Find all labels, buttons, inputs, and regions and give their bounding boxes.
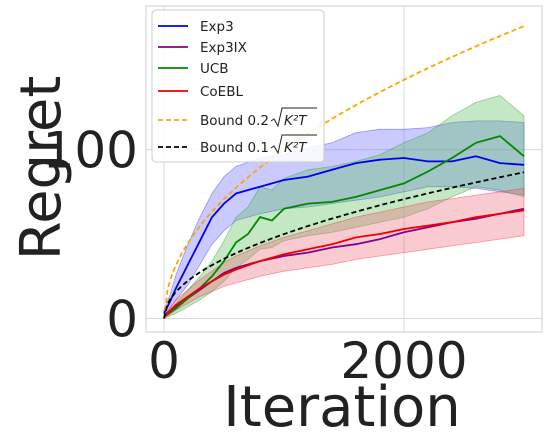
legend-formula-5: K²T [284, 140, 308, 156]
x-tick-label-1: 2000 [340, 332, 467, 390]
band-0 [163, 120, 525, 319]
legend-label-2: UCB [200, 61, 229, 77]
x-tick-label-0: 0 [148, 332, 180, 390]
series-line-2 [163, 135, 525, 318]
sqrt-sign-4 [270, 107, 317, 128]
series-line-5 [163, 171, 525, 319]
legend-label-5: Bound 0.1 [200, 140, 269, 156]
series-line-4 [163, 25, 525, 319]
band-3 [163, 187, 525, 320]
y-axis-title: Regret [9, 76, 74, 261]
legend-label-4: Bound 0.2 [200, 113, 269, 129]
legend: Exp3 Exp3IX UCB CoEBL Bound 0.2 K²T Bound 0.1 K… [151, 9, 325, 163]
series-line-0 [163, 155, 525, 314]
x-axis-title: Iteration [223, 375, 461, 439]
legend-formula-4: K²T [284, 113, 308, 129]
series-line-3 [163, 209, 525, 318]
sqrt-sign-5 [270, 134, 317, 155]
tick-labels: 0 2000 0 100 [43, 122, 468, 390]
y-tick-label-0: 0 [106, 290, 138, 348]
legend-label-0: Exp3 [200, 19, 234, 35]
series-lines [163, 25, 525, 319]
y-tick-label-1: 100 [43, 122, 138, 180]
legend-box [151, 9, 325, 163]
confidence-bands [163, 95, 525, 320]
legend-label-1: Exp3IX [200, 40, 247, 56]
legend-label-3: CoEBL [200, 84, 243, 100]
